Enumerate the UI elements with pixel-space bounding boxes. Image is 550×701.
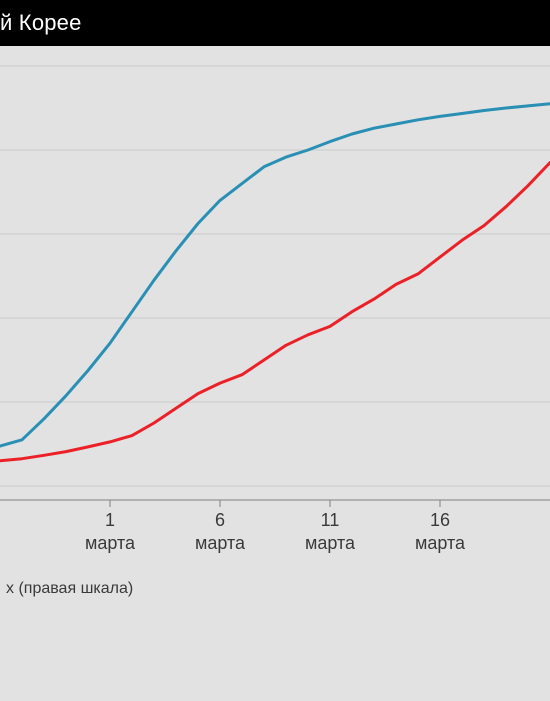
x-tick-month: марта <box>85 533 135 554</box>
plot-svg <box>0 46 550 552</box>
x-tick: 6марта <box>195 510 245 554</box>
x-tick-day: 6 <box>195 510 245 531</box>
x-tick-month: марта <box>195 533 245 554</box>
legend-text: х (правая шкала) <box>6 580 544 598</box>
x-tick-day: 1 <box>85 510 135 531</box>
x-tick-day: 11 <box>305 510 355 531</box>
x-tick: 16марта <box>415 510 465 554</box>
x-tick-day: 16 <box>415 510 465 531</box>
chart-title: й Корее <box>0 10 82 36</box>
legend: х (правая шкала) <box>0 552 550 598</box>
series-red <box>0 163 550 461</box>
x-tick: 11марта <box>305 510 355 554</box>
x-tick-month: марта <box>415 533 465 554</box>
chart-root: й Корее 1марта6марта11марта16марта х (пр… <box>0 0 550 701</box>
chart-header: й Корее <box>0 0 550 46</box>
plot-area: 1марта6марта11марта16марта <box>0 46 550 552</box>
series-blue <box>0 104 550 446</box>
x-tick: 1марта <box>85 510 135 554</box>
x-tick-month: марта <box>305 533 355 554</box>
